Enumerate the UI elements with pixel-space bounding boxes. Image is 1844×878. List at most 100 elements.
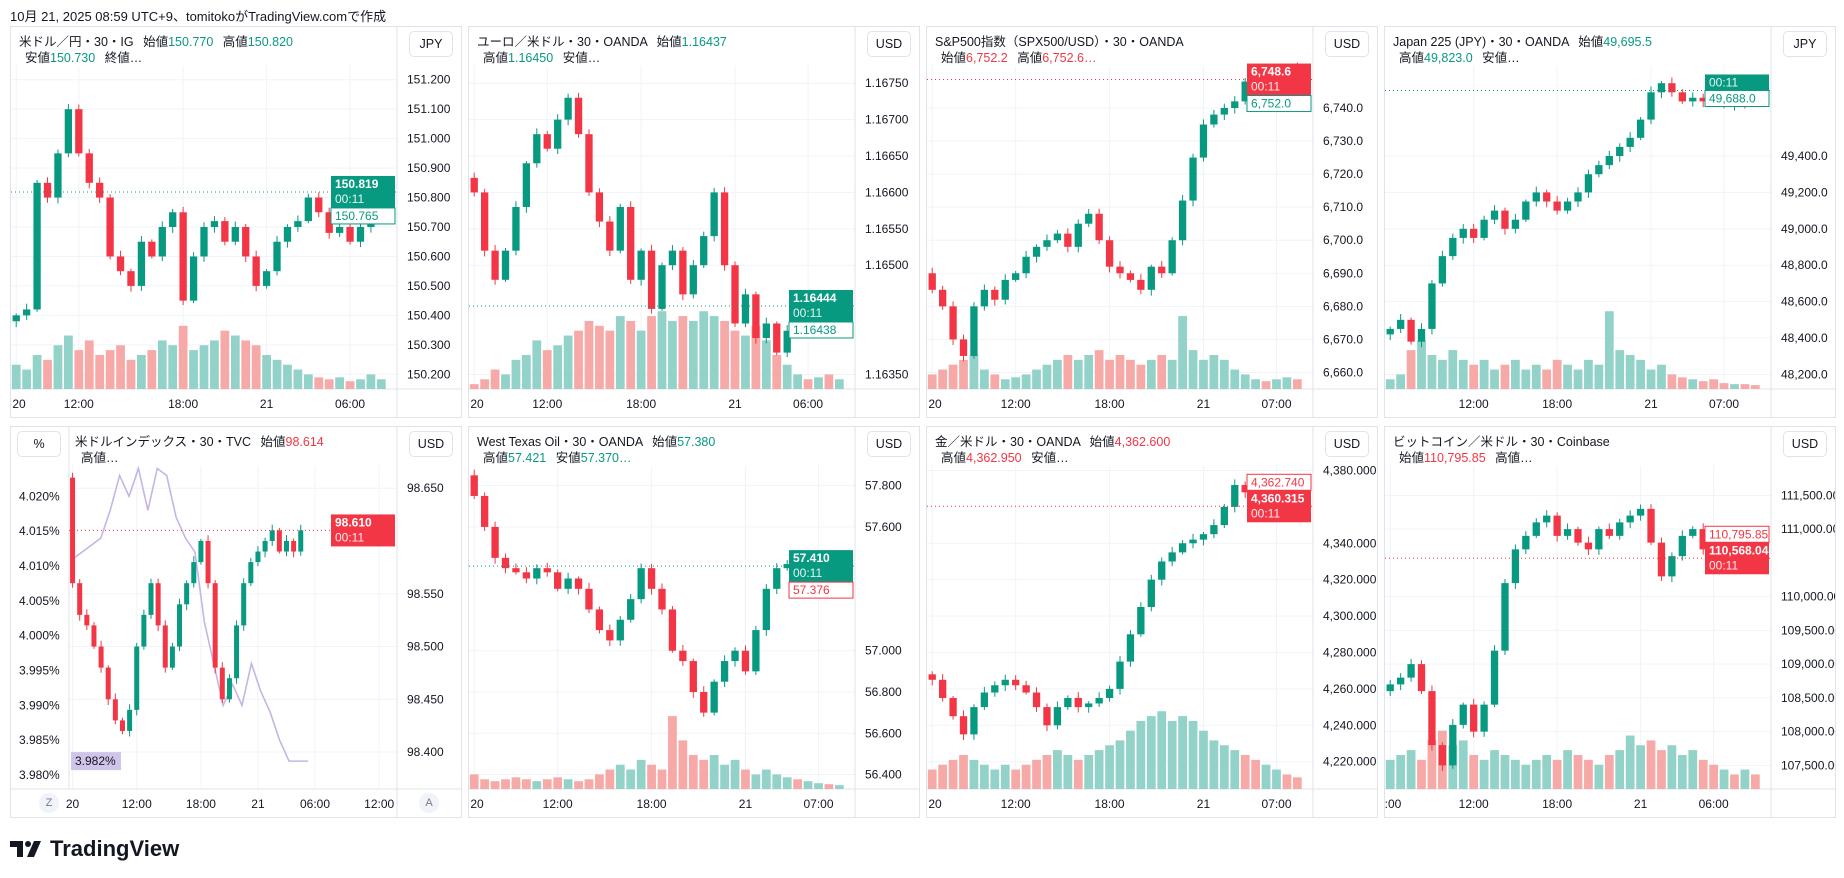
candle-body (491, 526, 499, 558)
candle (269, 524, 275, 546)
ohlc-field: 安値57.370… (556, 451, 632, 465)
volume-bar (1032, 369, 1041, 389)
ohlc-label: 高値 (222, 35, 248, 49)
ohlc-truncated: 高値… (81, 451, 119, 465)
candle (189, 252, 198, 304)
candle-body (1231, 485, 1239, 507)
candle (1668, 552, 1676, 583)
candle (158, 221, 166, 262)
chart-panel-usdjpy[interactable]: 151.200 151.100 151.000 150.900 150.800 150.7… (10, 26, 462, 418)
chart-panel-eurusd[interactable]: 1.16750 1.16700 1.16650 1.16600 1.16550 1.165… (468, 26, 920, 418)
chart-canvas[interactable]: 49,400.0 49,200.0 49,000.0 48,800.0 48,600.0… (1385, 27, 1835, 417)
currency-button[interactable]: JPY (1783, 31, 1827, 57)
ohlc-label: 始値 (1089, 435, 1115, 449)
candle-body (980, 692, 989, 708)
chart-canvas[interactable]: 1.16750 1.16700 1.16650 1.16600 1.16550 1.165… (469, 27, 919, 417)
candle (1480, 215, 1488, 241)
zoom-reset-button[interactable]: Z (39, 793, 59, 813)
chart-canvas[interactable]: 111,500.00 111,000.00 110,000.00 109,500.00… (1385, 427, 1835, 817)
volume-bar (563, 779, 573, 789)
symbol-title[interactable]: ビットコイン／米ドル・30・Coinbase (1393, 435, 1610, 449)
volume-bar (636, 759, 646, 789)
chart-panel-japan225[interactable]: 49,400.0 49,200.0 49,000.0 48,800.0 48,600.0… (1384, 26, 1836, 418)
candle-body (1064, 697, 1072, 708)
candle-body (554, 572, 562, 589)
chart-panel-spx500[interactable]: 6,740.0 6,730.0 6,720.0 6,710.0 6,700.0 6,690… (926, 26, 1378, 418)
candle-body (231, 227, 239, 242)
candle-body (98, 646, 104, 668)
symbol-title[interactable]: 米ドル／円・30・IG (19, 35, 134, 49)
chart-canvas[interactable]: 98.650 98.550 98.500 98.450 98.400 20 12:00 18:… (11, 427, 461, 817)
candle (1064, 228, 1072, 253)
volume-bar (1625, 354, 1635, 389)
candle (752, 625, 760, 675)
candle (1626, 510, 1634, 529)
chart-panel-gold[interactable]: 4,380.000 4,340.000 4,320.000 4,300.000 4,28… (926, 426, 1378, 818)
chart-canvas[interactable]: 151.200 151.100 151.000 150.900 150.800 150.7… (11, 27, 461, 417)
candle (1189, 153, 1197, 207)
current-price-value: 6,748.6 (1251, 65, 1291, 79)
ohlc-value: 150.820 (247, 35, 293, 49)
currency-button[interactable]: USD (1325, 431, 1369, 457)
bar-countdown: 00:11 (1709, 75, 1738, 89)
candle-body (1678, 92, 1686, 102)
chart-panel-btcusd[interactable]: 111,500.00 111,000.00 110,000.00 109,500.00… (1384, 426, 1836, 818)
price-tick-label: 49,000.0 (1781, 222, 1828, 236)
symbol-title[interactable]: West Texas Oil・30・OANDA (477, 435, 643, 449)
candle-body (1470, 228, 1478, 238)
volume-bar (1063, 354, 1073, 389)
currency-button[interactable]: USD (867, 431, 911, 457)
currency-button[interactable]: USD (867, 31, 911, 57)
chart-canvas[interactable]: 4,380.000 4,340.000 4,320.000 4,300.000 4,28… (927, 427, 1377, 817)
chart-canvas[interactable]: 6,740.0 6,730.0 6,720.0 6,710.0 6,700.0 6,690… (927, 27, 1377, 417)
symbol-title[interactable]: ユーロ／米ドル・30・OANDA (477, 35, 648, 49)
volume-bar (11, 364, 21, 389)
chart-canvas[interactable]: 57.800 57.600 57.000 56.800 56.600 56.400 20 12… (469, 427, 919, 817)
candle (33, 179, 41, 312)
candle-body (970, 306, 978, 356)
candle-body (137, 241, 146, 286)
volume-bar (1178, 716, 1187, 789)
auto-scale-button[interactable]: A (419, 793, 439, 813)
volume-bar (1292, 379, 1302, 389)
currency-button[interactable]: USD (409, 431, 453, 457)
candle-body (1126, 273, 1135, 280)
current-price-label (1705, 74, 1769, 91)
chart-panel-dxy[interactable]: 98.650 98.550 98.500 98.450 98.400 20 12:00 18:… (10, 426, 462, 818)
candle-body (1158, 561, 1166, 580)
symbol-title[interactable]: Japan 225 (JPY)・30・OANDA (1393, 35, 1569, 49)
candle (298, 524, 304, 556)
percent-scale-button[interactable]: % (17, 431, 61, 457)
symbol-title[interactable]: 米ドルインデックス・30・TVC (75, 435, 252, 449)
volume-bar (1209, 740, 1219, 789)
ohlc-truncated: 高値… (1495, 451, 1533, 465)
candle (647, 244, 656, 314)
time-tick-label: 12:00 (1459, 397, 1489, 411)
candle-body (1126, 634, 1135, 662)
currency-button[interactable]: USD (1783, 431, 1827, 457)
volume-bar (1448, 350, 1458, 389)
candle-body (1699, 97, 1707, 102)
candle (658, 583, 666, 615)
currency-button[interactable]: JPY (409, 31, 453, 57)
candle-body (1189, 539, 1197, 544)
candle (1095, 208, 1103, 244)
volume-bar (1084, 754, 1094, 789)
candle (262, 537, 268, 558)
candle-body (1480, 704, 1488, 732)
candle-body (283, 540, 289, 552)
chart-panel-wti[interactable]: 57.800 57.600 57.000 56.800 56.600 56.400 20 12… (468, 426, 920, 818)
currency-button[interactable]: USD (1325, 31, 1369, 57)
tradingview-logo[interactable]: TradingView (10, 836, 179, 862)
candle-body (162, 625, 168, 668)
candle-body (276, 530, 282, 552)
volume-bar (927, 374, 937, 389)
candle-body (84, 614, 90, 626)
volume-bar (1542, 754, 1552, 789)
candle (1595, 160, 1603, 178)
candle-body (1085, 213, 1093, 224)
ohlc-field: 高値6,752.6… (1017, 51, 1096, 65)
symbol-title[interactable]: S&P500指数（SPX500/USD）・30・OANDA (935, 35, 1184, 49)
symbol-title[interactable]: 金／米ドル・30・OANDA (935, 435, 1081, 449)
candle (980, 686, 989, 710)
